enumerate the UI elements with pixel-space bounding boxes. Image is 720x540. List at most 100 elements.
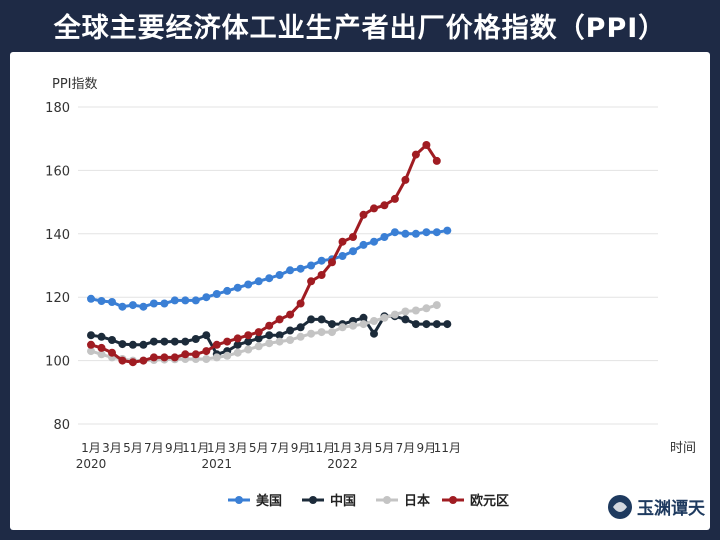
data-point	[244, 331, 253, 340]
x-tick-label: 1月	[81, 441, 101, 455]
data-point	[87, 340, 95, 349]
data-point	[401, 307, 410, 316]
data-point	[233, 348, 242, 357]
data-point	[432, 156, 441, 165]
data-point	[244, 337, 253, 346]
y-tick-label: 120	[45, 291, 70, 306]
data-point	[307, 329, 316, 338]
data-point	[432, 228, 441, 237]
x-tick-label: 1月	[207, 441, 227, 455]
data-point	[380, 313, 389, 322]
year-label: 2022	[327, 457, 358, 471]
data-point	[411, 229, 420, 238]
data-point	[223, 337, 232, 346]
series-欧元区	[87, 141, 441, 367]
data-point	[160, 337, 169, 346]
x-tick-label: 5月	[123, 441, 143, 455]
data-point	[401, 315, 410, 324]
data-point	[254, 342, 263, 351]
x-tick-label: 7月	[144, 441, 164, 455]
legend-label: 中国	[330, 493, 356, 509]
data-point	[191, 296, 200, 305]
data-point	[359, 240, 368, 249]
data-point	[422, 304, 431, 313]
data-point	[128, 301, 137, 310]
data-point	[202, 293, 211, 302]
series-中国	[87, 312, 452, 359]
data-point	[118, 356, 127, 365]
data-point	[160, 353, 169, 362]
y-tick-label: 140	[45, 228, 70, 243]
data-point	[254, 328, 263, 337]
x-tick-label: 5月	[375, 441, 395, 455]
data-point	[97, 350, 106, 359]
data-point	[160, 299, 169, 308]
data-point	[87, 347, 95, 356]
data-point	[338, 323, 347, 332]
x-tick-label: 5月	[249, 441, 269, 455]
data-point	[307, 315, 316, 324]
x-tick-label: 7月	[270, 441, 290, 455]
data-point	[411, 306, 420, 315]
data-point	[349, 321, 357, 330]
legend-label: 欧元区	[470, 493, 509, 509]
data-point	[286, 310, 295, 319]
data-point	[328, 258, 336, 267]
series-line	[90, 143, 439, 364]
data-point	[328, 328, 336, 337]
data-point	[411, 320, 420, 329]
data-point	[359, 320, 368, 329]
data-point	[170, 353, 179, 362]
data-point	[118, 302, 127, 311]
x-tick-label: 9月	[417, 441, 437, 455]
data-point	[411, 150, 420, 159]
data-point	[265, 274, 274, 283]
data-point	[370, 329, 378, 338]
data-point	[212, 353, 221, 362]
data-point	[317, 271, 326, 279]
data-point	[317, 315, 326, 324]
data-point	[432, 301, 441, 310]
data-point	[422, 141, 431, 149]
data-point	[233, 334, 242, 343]
legend-label: 美国	[256, 493, 282, 509]
data-point	[275, 271, 284, 279]
data-point	[432, 320, 441, 329]
data-point	[97, 343, 106, 352]
y-tick-label: 80	[53, 418, 70, 433]
data-point	[401, 175, 410, 184]
data-point	[265, 321, 274, 330]
data-point	[328, 320, 336, 329]
data-point	[181, 296, 190, 305]
legend-swatch-point	[383, 496, 391, 504]
x-tick-label: 3月	[102, 441, 122, 455]
x-tick-label: 7月	[396, 441, 416, 455]
data-point	[149, 353, 158, 362]
data-point	[87, 294, 95, 303]
data-point	[275, 331, 284, 340]
data-point	[296, 332, 305, 341]
x-tick-label: 11月	[182, 441, 209, 455]
x-tick-label: 9月	[291, 441, 311, 455]
data-point	[307, 261, 316, 270]
data-point	[286, 336, 295, 344]
series-美国	[87, 226, 452, 311]
legend-swatch-point	[449, 496, 457, 504]
year-label: 2021	[201, 457, 232, 471]
y-tick-label: 160	[45, 164, 70, 179]
data-point	[286, 326, 295, 335]
x-tick-label: 9月	[165, 441, 185, 455]
data-point	[191, 350, 200, 359]
data-point	[443, 320, 452, 329]
data-point	[170, 337, 179, 346]
data-point	[254, 277, 263, 286]
data-point	[149, 299, 158, 308]
watermark-text: 玉渊谭天	[637, 498, 706, 519]
data-point	[97, 332, 106, 341]
y-axis-label: PPI指数	[52, 77, 98, 92]
data-point	[212, 290, 221, 298]
legend-swatch-point	[235, 496, 243, 504]
data-point	[380, 233, 389, 241]
data-point	[317, 256, 326, 265]
